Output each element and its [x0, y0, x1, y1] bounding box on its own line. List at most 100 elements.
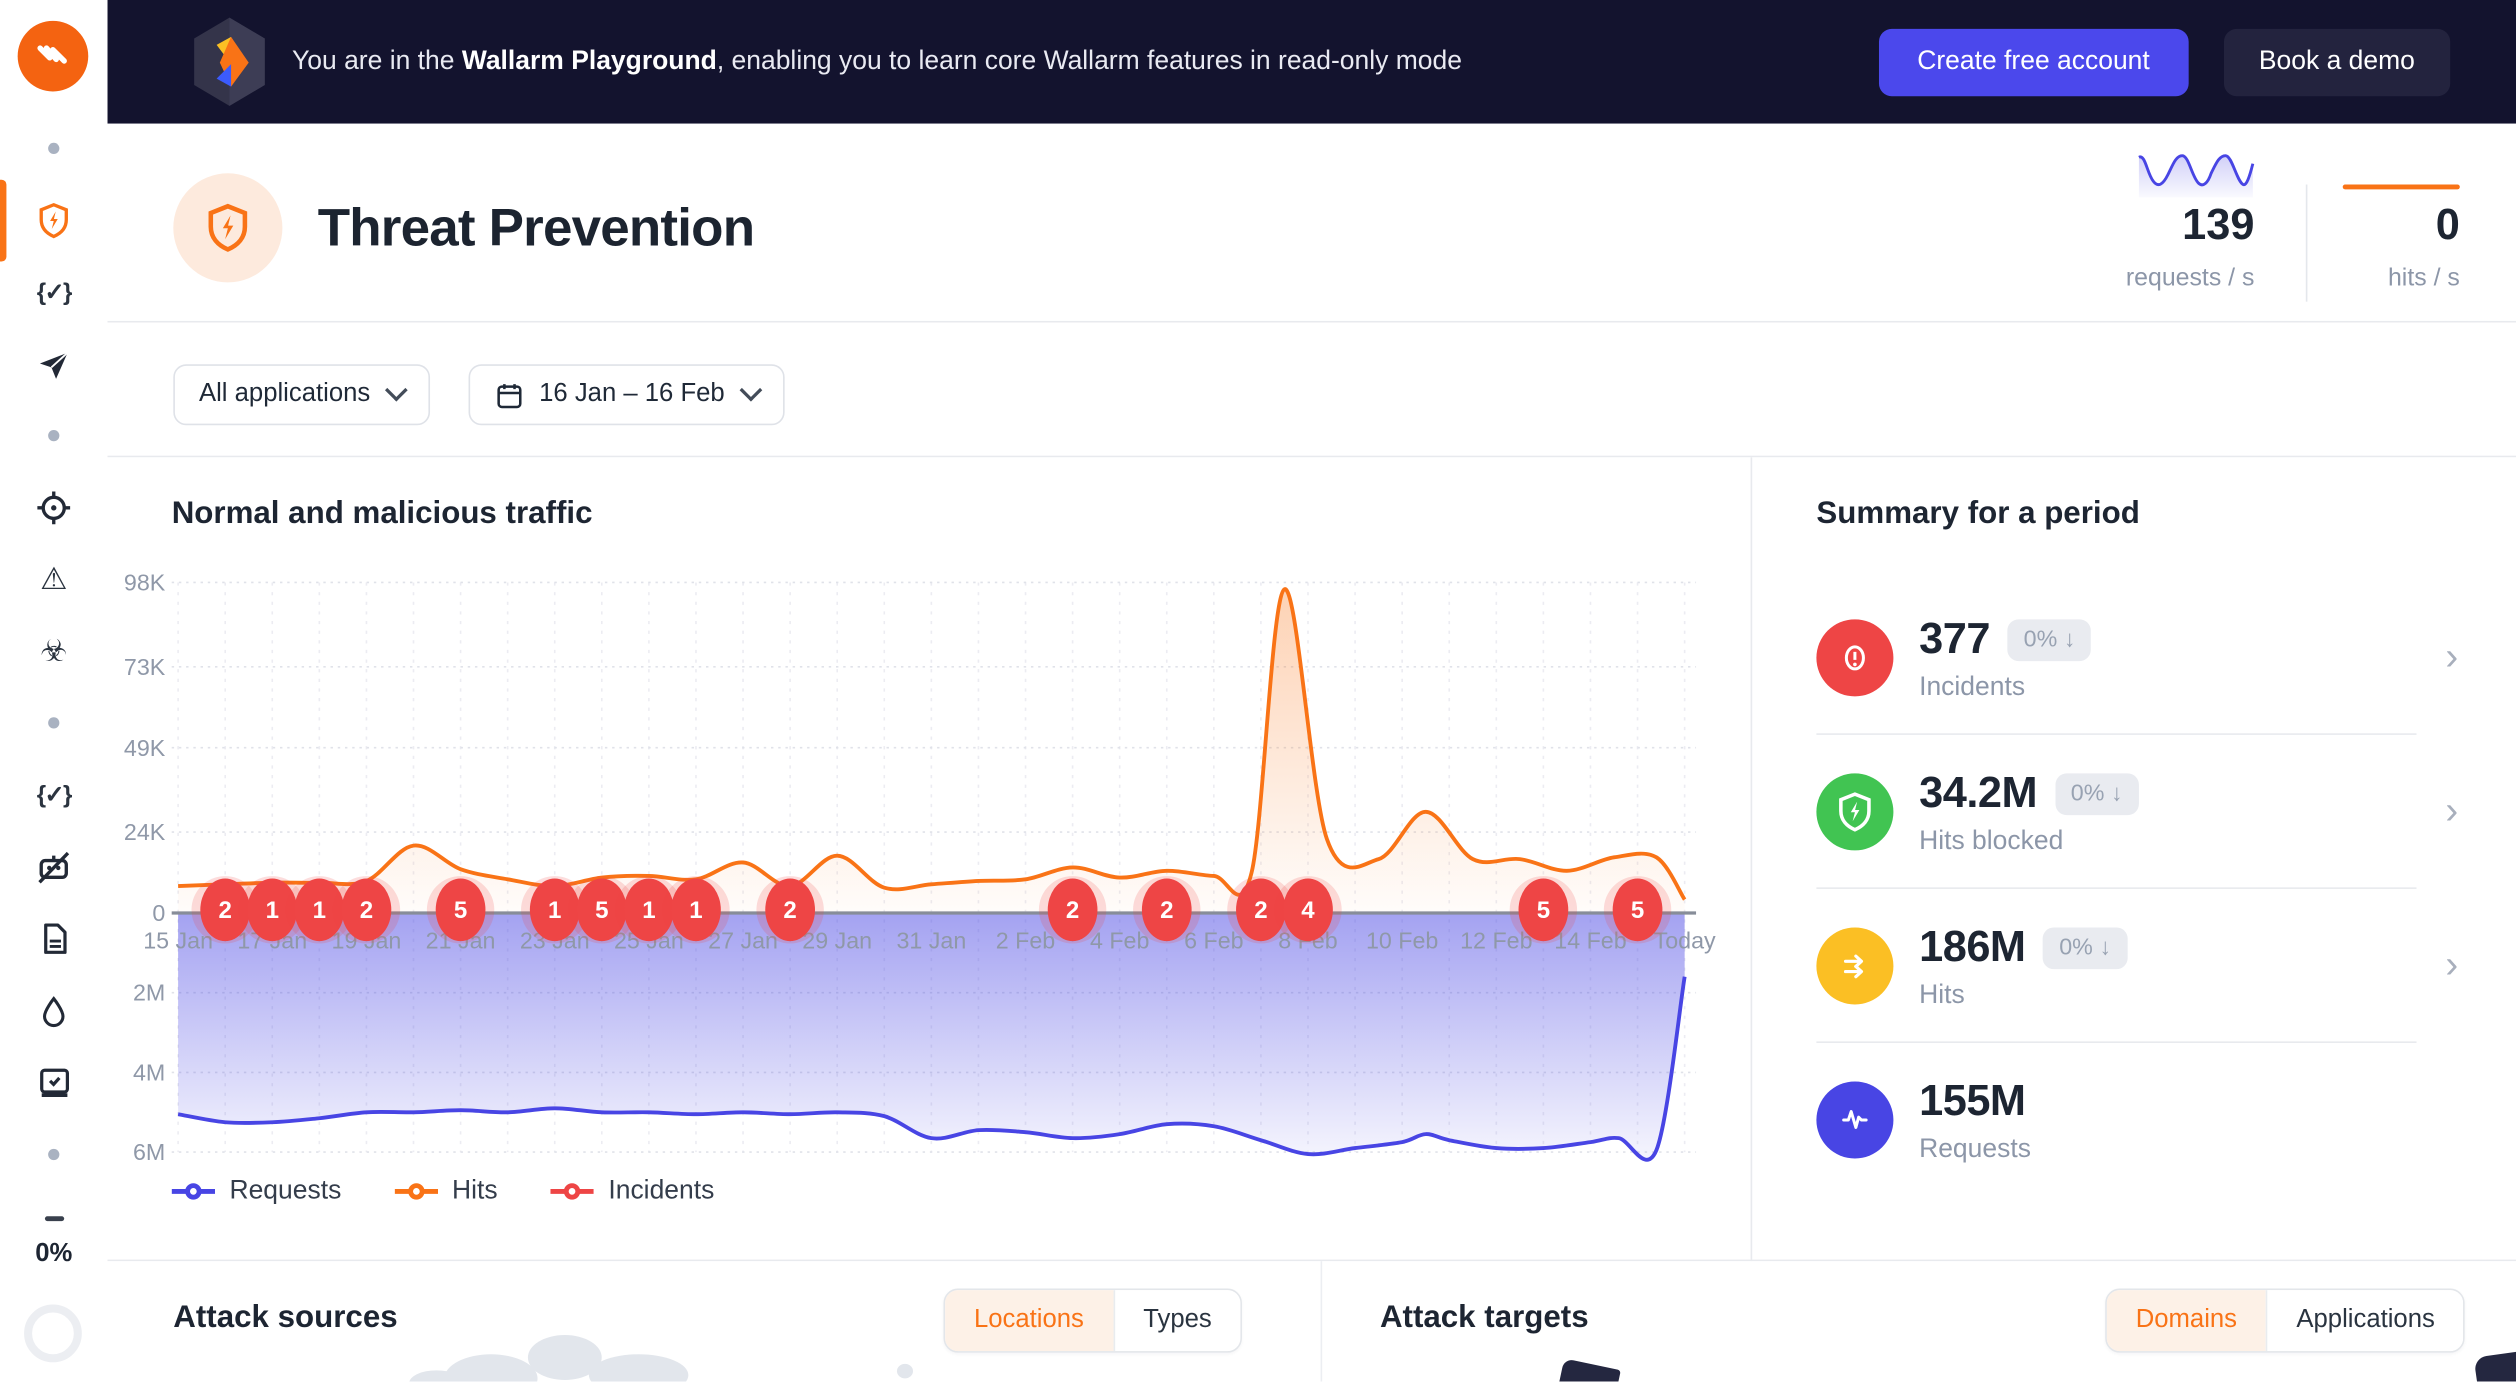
incident-badge[interactable]: 1: [285, 876, 354, 944]
legend-requests[interactable]: Requests: [171, 1176, 341, 1206]
chevron-right-icon: ›: [2445, 789, 2459, 833]
svg-text:12 Feb: 12 Feb: [1460, 927, 1532, 953]
svg-text:1: 1: [548, 897, 561, 924]
incident-badge[interactable]: 5: [1509, 876, 1578, 944]
legend-marker-icon: [550, 1183, 594, 1200]
summary-requests[interactable]: 155M Requests: [1816, 1043, 2458, 1197]
map-decoration: [409, 1370, 464, 1382]
requests-per-second-stat: 139 requests / s: [1998, 124, 2255, 323]
hits-per-second-stat: 0 hits / s: [2203, 124, 2460, 323]
svg-text:1: 1: [689, 897, 702, 924]
summary-hits-blocked[interactable]: 34.2M 0% ↓ Hits blocked ›: [1816, 735, 2458, 889]
attack-sources-toggle: Locations Types: [943, 1288, 1243, 1353]
incident-badge[interactable]: 4: [1274, 876, 1342, 944]
legend-hits[interactable]: Hits: [394, 1176, 498, 1206]
svg-text:5: 5: [1537, 897, 1550, 924]
wallarm-logo-icon[interactable]: [17, 20, 89, 92]
incident-badge[interactable]: 1: [238, 876, 306, 944]
sidebar-item-logs[interactable]: [0, 902, 108, 976]
svg-text:6 Feb: 6 Feb: [1184, 927, 1243, 953]
filter-row: All applications 16 Jan – 16 Feb: [107, 322, 2516, 458]
sidebar-item-vulnerabilities[interactable]: ⚠: [0, 542, 108, 616]
book-a-demo-button[interactable]: Book a demo: [2223, 28, 2451, 96]
incident-badge[interactable]: 2: [1038, 876, 1107, 944]
svg-text:98K: 98K: [124, 569, 166, 595]
hits-delta-badge: 0% ↓: [2043, 926, 2128, 969]
create-free-account-button[interactable]: Create free account: [1878, 28, 2189, 96]
incident-badge[interactable]: 5: [568, 876, 636, 944]
sidebar-item-api-spec[interactable]: {✓}: [36, 279, 73, 307]
incident-badge[interactable]: 5: [426, 876, 495, 944]
incident-badge[interactable]: 1: [615, 876, 683, 944]
incident-badge[interactable]: 1: [662, 876, 730, 944]
sidebar-item-threat-replay[interactable]: ☣: [0, 615, 108, 689]
applications-filter[interactable]: All applications: [173, 364, 430, 426]
avatar[interactable]: [24, 1304, 82, 1363]
svg-text:14 Feb: 14 Feb: [1554, 927, 1626, 953]
panel-divider: [1320, 1261, 1323, 1382]
date-range-filter[interactable]: 16 Jan – 16 Feb: [468, 364, 785, 426]
svg-text:24K: 24K: [124, 819, 166, 845]
incident-badge[interactable]: 2: [191, 876, 259, 944]
sidebar-item-bot-protection[interactable]: [0, 830, 108, 904]
divider: [1816, 887, 2417, 889]
legend-incidents[interactable]: Incidents: [550, 1176, 714, 1206]
tab-locations[interactable]: Locations: [945, 1290, 1113, 1352]
svg-text:4M: 4M: [133, 1059, 165, 1085]
hits-blocked-value: 34.2M: [1919, 768, 2038, 817]
attack-targets-toggle: Domains Applications: [2105, 1288, 2466, 1353]
sidebar-item-docs[interactable]: [0, 1046, 108, 1120]
shield-bolt-icon: [39, 202, 68, 238]
robot-off-icon: [38, 851, 70, 883]
playground-banner: You are in the Wallarm Playground, enabl…: [107, 0, 2516, 124]
tab-applications[interactable]: Applications: [2265, 1290, 2464, 1352]
requests-per-second-value: 139: [2182, 200, 2255, 249]
svg-text:5: 5: [595, 897, 608, 924]
requests-per-second-unit: requests / s: [2125, 264, 2255, 293]
legend-marker-icon: [171, 1183, 216, 1200]
summary-incidents[interactable]: 377 0% ↓ Incidents ›: [1816, 581, 2458, 735]
svg-text:73K: 73K: [124, 654, 166, 680]
incident-badge[interactable]: 2: [1227, 876, 1295, 944]
svg-text:10 Feb: 10 Feb: [1366, 927, 1438, 953]
sidebar-item-attacks[interactable]: [0, 327, 108, 401]
hits-area: [178, 589, 1685, 914]
page-title: Threat Prevention: [317, 197, 755, 257]
requests-area: [178, 913, 1685, 1160]
playground-gem-icon: [194, 17, 265, 106]
wallarm-bolt-icon: [37, 45, 67, 64]
incident-badge[interactable]: 1: [521, 876, 589, 944]
summary-hits[interactable]: 186M 0% ↓ Hits ›: [1816, 889, 2458, 1043]
svg-text:49K: 49K: [124, 735, 166, 761]
incident-badge[interactable]: 2: [1133, 876, 1201, 944]
svg-text:6M: 6M: [133, 1139, 165, 1163]
pulse-icon: [1816, 1081, 1894, 1159]
sidebar-item-scanner[interactable]: [0, 470, 108, 544]
chart-legend: Requests Hits Incidents: [171, 1176, 715, 1206]
chevron-right-icon: ›: [2445, 943, 2459, 987]
incident-badge[interactable]: 2: [332, 876, 401, 944]
shield-bolt-icon: [208, 203, 248, 252]
active-nav-indicator: [0, 179, 7, 262]
summary-panel: Summary for a period 377 0% ↓ Incidents …: [1750, 457, 2516, 1262]
sidebar-collapse-dash[interactable]: [0, 1181, 108, 1255]
svg-text:2: 2: [1254, 897, 1267, 924]
hits-flatline: [2342, 184, 2460, 190]
chevron-right-icon: ›: [2445, 635, 2459, 679]
sidebar-item-api-policies[interactable]: {✓}: [36, 781, 73, 809]
incident-badge[interactable]: 2: [756, 876, 824, 944]
tab-domains[interactable]: Domains: [2106, 1290, 2266, 1352]
tab-types[interactable]: Types: [1112, 1290, 1241, 1352]
svg-text:2: 2: [1160, 897, 1173, 924]
chevron-down-icon: [739, 378, 762, 402]
page-header: Threat Prevention 139 requests / s 0 hit…: [107, 123, 2516, 323]
incidents-delta-badge: 0% ↓: [2007, 618, 2092, 661]
svg-text:0: 0: [152, 900, 165, 926]
incident-badge[interactable]: 5: [1603, 876, 1672, 944]
map-decoration-dark: [1556, 1358, 1621, 1382]
sidebar-item-threat-prevention[interactable]: [0, 183, 108, 257]
svg-text:2: 2: [783, 897, 796, 924]
sidebar-item-integrations[interactable]: [0, 974, 108, 1048]
